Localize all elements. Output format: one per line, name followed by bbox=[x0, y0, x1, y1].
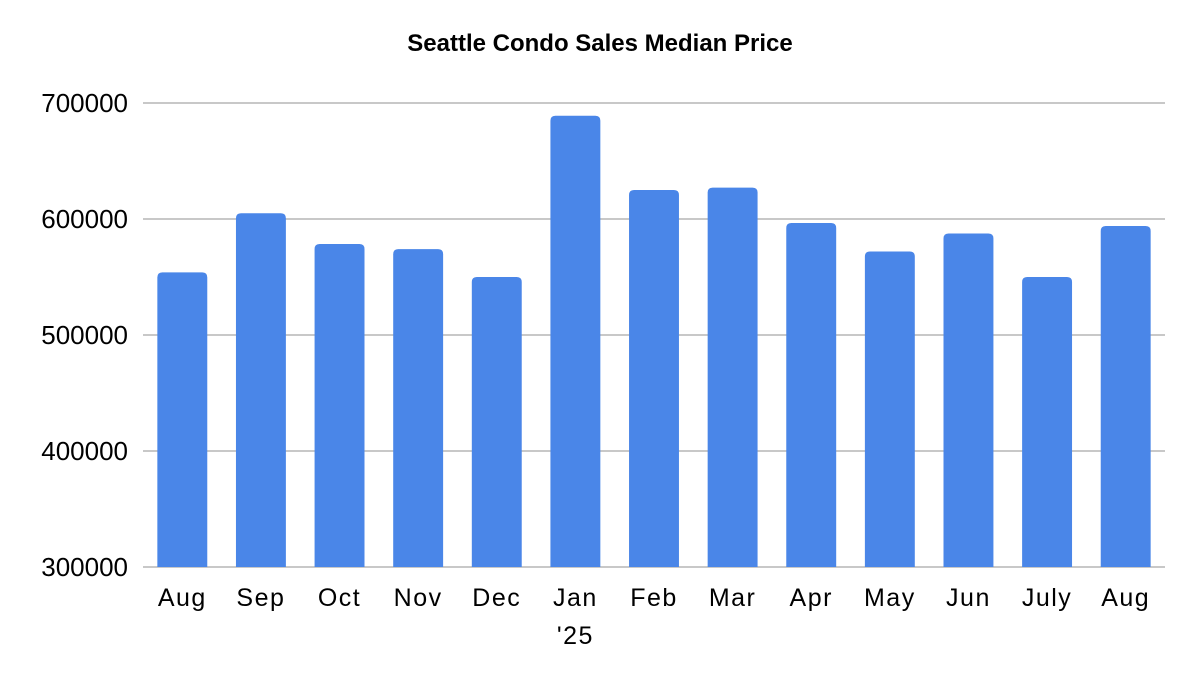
x-tick-label: Oct bbox=[318, 584, 361, 612]
bar-1 bbox=[235, 213, 286, 567]
bar-11 bbox=[1022, 277, 1073, 567]
y-tick-label: 500000 bbox=[41, 320, 128, 350]
x-tick-label: Dec bbox=[472, 584, 521, 612]
bar-5 bbox=[550, 115, 601, 567]
bar-4 bbox=[471, 277, 522, 567]
bar-3 bbox=[393, 249, 444, 567]
x-tick-label: July bbox=[1022, 584, 1072, 612]
bar-9 bbox=[864, 251, 915, 568]
y-tick-label: 400000 bbox=[41, 436, 128, 466]
bar-10 bbox=[943, 233, 994, 567]
y-tick-label: 300000 bbox=[41, 552, 128, 582]
x-tick-label: Sep bbox=[236, 584, 285, 612]
bar-6 bbox=[629, 190, 679, 567]
x-tick-label: Apr bbox=[790, 584, 833, 612]
bar-8 bbox=[786, 223, 837, 567]
bar-0 bbox=[157, 272, 208, 567]
chart-title: Seattle Condo Sales Median Price bbox=[407, 30, 793, 57]
y-tick-label: 700000 bbox=[41, 88, 128, 118]
x-tick-label: Aug bbox=[1101, 584, 1150, 612]
x-tick-label: Mar bbox=[709, 584, 757, 612]
bar-7 bbox=[707, 187, 758, 567]
x-tick-label: Jun bbox=[946, 584, 991, 612]
x-tick-label: Jan '25 bbox=[553, 584, 598, 650]
x-tick-label: Aug bbox=[158, 584, 207, 612]
x-tick-label: May bbox=[864, 584, 916, 612]
x-tick-label: Feb bbox=[630, 584, 678, 612]
y-tick-label: 600000 bbox=[41, 204, 128, 234]
bar-2 bbox=[314, 243, 365, 567]
bar-12 bbox=[1100, 225, 1151, 567]
x-tick-label: Nov bbox=[394, 584, 443, 612]
